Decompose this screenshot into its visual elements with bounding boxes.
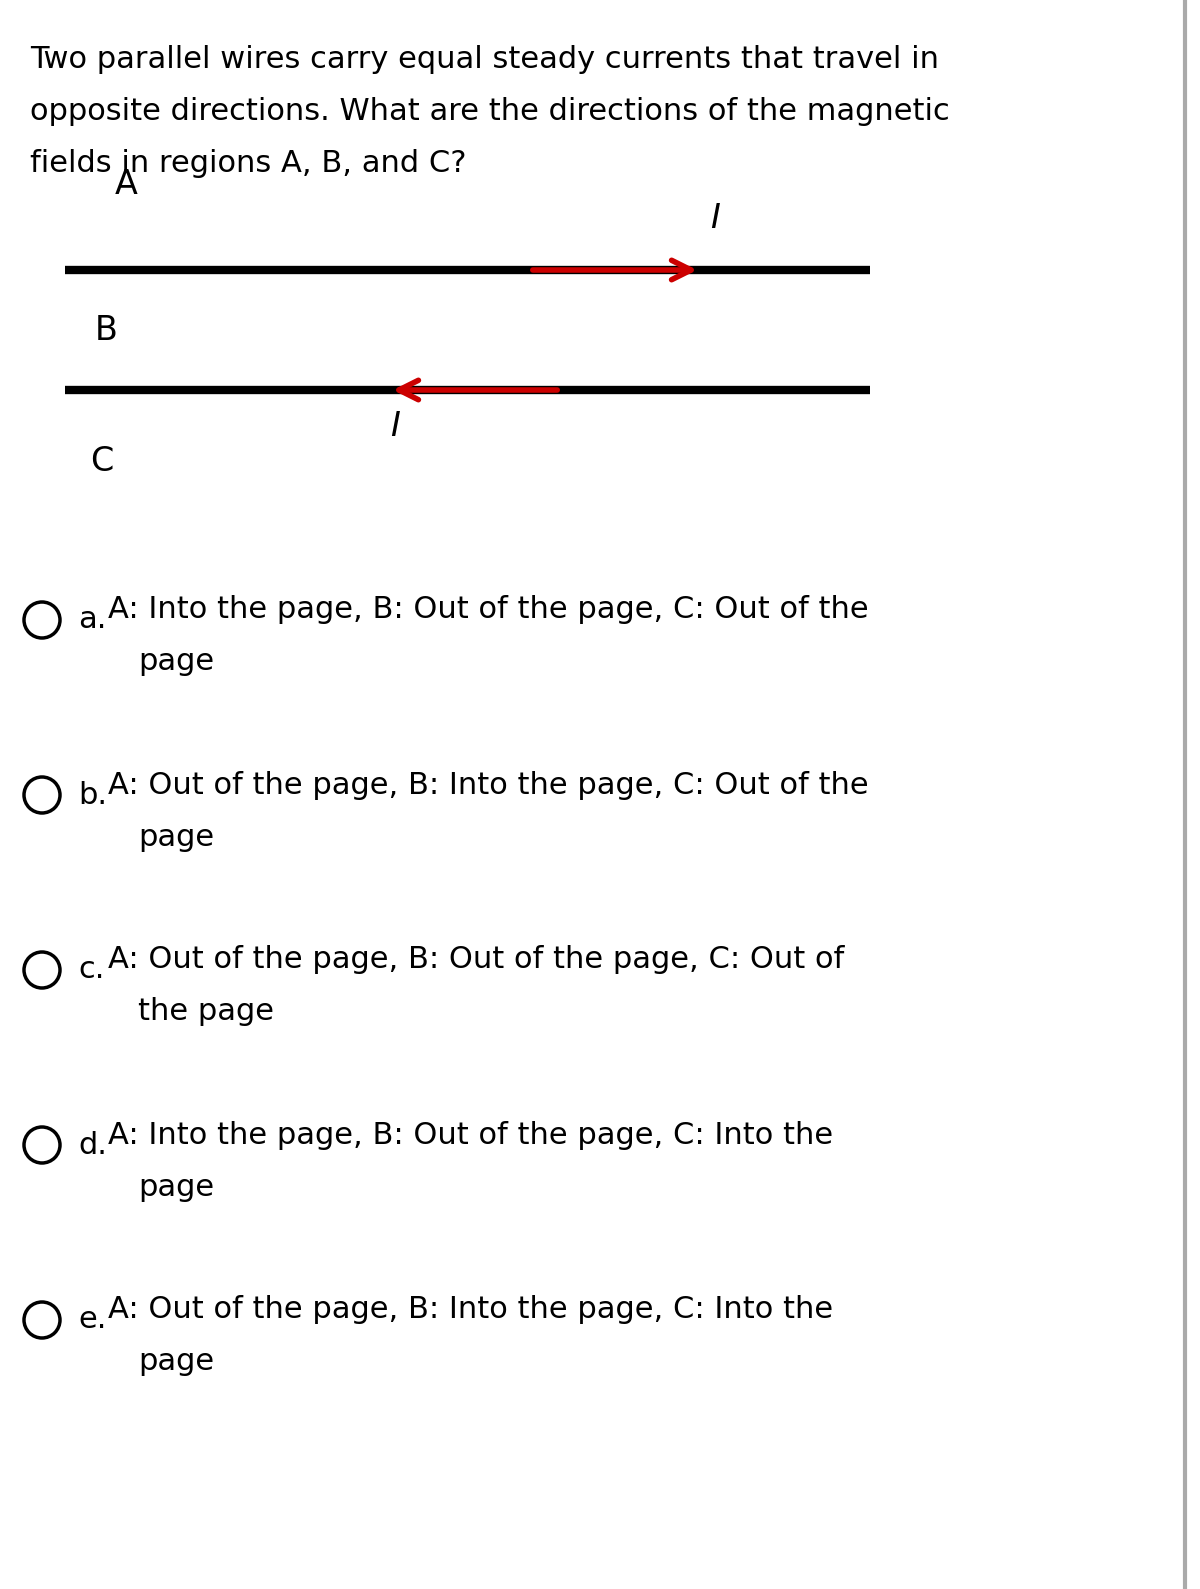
Text: C: C bbox=[90, 445, 113, 478]
Text: the page: the page bbox=[138, 998, 274, 1026]
Text: c.: c. bbox=[78, 955, 104, 985]
Text: A: Out of the page, B: Into the page, C: Into the: A: Out of the page, B: Into the page, C:… bbox=[108, 1295, 833, 1325]
Text: opposite directions. What are the directions of the magnetic: opposite directions. What are the direct… bbox=[30, 97, 949, 126]
Text: d.: d. bbox=[78, 1130, 107, 1160]
Text: b.: b. bbox=[78, 780, 107, 809]
Text: B: B bbox=[95, 313, 118, 346]
Text: A: Out of the page, B: Out of the page, C: Out of: A: Out of the page, B: Out of the page, … bbox=[108, 945, 845, 974]
Text: e.: e. bbox=[78, 1306, 107, 1335]
Text: fields in regions A, B, and C?: fields in regions A, B, and C? bbox=[30, 149, 467, 178]
Text: page: page bbox=[138, 647, 214, 677]
Text: page: page bbox=[138, 1173, 214, 1201]
Text: A: Into the page, B: Out of the page, C: Out of the: A: Into the page, B: Out of the page, C:… bbox=[108, 596, 869, 624]
Text: page: page bbox=[138, 823, 214, 852]
Text: A: Out of the page, B: Into the page, C: Out of the: A: Out of the page, B: Into the page, C:… bbox=[108, 771, 869, 799]
Text: page: page bbox=[138, 1347, 214, 1376]
Text: A: Into the page, B: Out of the page, C: Into the: A: Into the page, B: Out of the page, C:… bbox=[108, 1120, 833, 1149]
Text: a.: a. bbox=[78, 605, 107, 634]
Text: Two parallel wires carry equal steady currents that travel in: Two parallel wires carry equal steady cu… bbox=[30, 44, 940, 75]
Text: I: I bbox=[710, 202, 720, 235]
Text: I: I bbox=[390, 410, 400, 443]
Text: A: A bbox=[115, 168, 138, 202]
